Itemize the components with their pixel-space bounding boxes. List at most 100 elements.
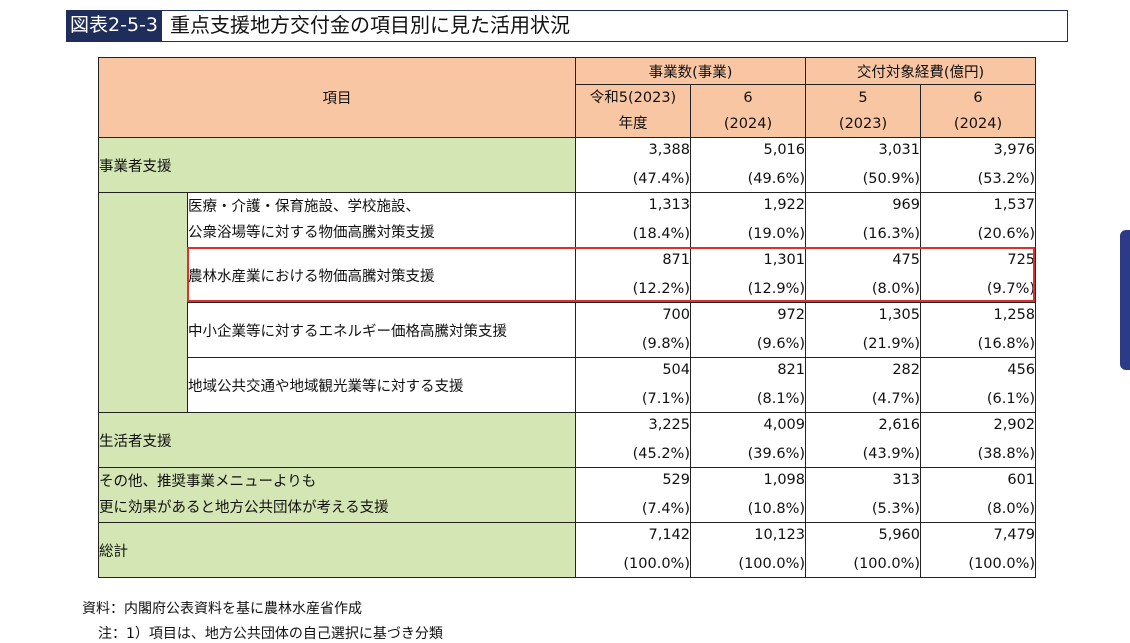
cell-share: (50.9%): [862, 171, 921, 187]
data-table: 項目 事業数(事業) 交付対象経費(億円) 令和5(2023) 年度 6 (2024…: [98, 57, 1037, 578]
cell: 456 (6.1%): [920, 357, 1037, 413]
cell-share: (12.2%): [632, 281, 690, 297]
cell: 5,960 (100.0%): [805, 522, 922, 578]
cell-value: 700: [662, 307, 690, 323]
header-col-4-line2: (2024): [953, 116, 1003, 132]
header-col-1: 令和5(2023) 年度: [575, 84, 691, 138]
cell-value: 1,301: [763, 252, 806, 268]
cell: 1,301 (12.9%): [689, 247, 807, 303]
cell-value: 10,123: [754, 527, 806, 543]
cell: 7,479 (100.0%): [920, 522, 1037, 578]
cell-value: 7,142: [648, 527, 690, 543]
cell-share: (12.9%): [747, 281, 806, 297]
cell-share: (7.1%): [641, 391, 690, 407]
cell: 3,976 (53.2%): [920, 137, 1037, 193]
indent-spacer: [98, 192, 188, 413]
cell-share: (9.8%): [641, 336, 690, 352]
cell-share: (53.2%): [977, 171, 1036, 187]
cell-share: (47.4%): [632, 171, 690, 187]
cell-share: (20.6%): [977, 226, 1036, 242]
cell-share: (8.0%): [871, 281, 921, 297]
footnote-1: 注：1）項目は、地方公共団体の自己選択に基づき分類: [98, 626, 443, 642]
header-col-1-line2: 年度: [618, 116, 648, 132]
cell-share: (4.7%): [871, 391, 921, 407]
header-col-3-line2: (2023): [838, 116, 888, 132]
row-label-text: 更に効果があると地方公共団体が考える支援: [99, 500, 389, 516]
cell-share: (39.6%): [747, 446, 806, 462]
cell: 1,098 (10.8%): [689, 467, 807, 523]
cell-share: (45.2%): [632, 446, 690, 462]
cell: 10,123 (100.0%): [689, 522, 807, 578]
cell-share: (5.3%): [871, 501, 921, 517]
row-label: 生活者支援: [98, 412, 576, 468]
cell: 3,031 (50.9%): [805, 137, 922, 193]
table-row: 中小企業等に対するエネルギー価格高騰対策支援 700 (9.8%) 972 (9.6…: [99, 302, 1037, 358]
cell-value: 282: [892, 362, 921, 378]
cell-value: 3,031: [878, 142, 921, 158]
cell-share: (8.1%): [756, 391, 806, 407]
row-label: 地域公共交通や地域観光業等に対する支援: [187, 357, 576, 413]
cell: 1,537 (20.6%): [920, 192, 1037, 248]
cell: 529 (7.4%): [575, 467, 691, 523]
cell: 504 (7.1%): [575, 357, 691, 413]
cell-value: 504: [662, 362, 690, 378]
cell-value: 1,313: [648, 197, 690, 213]
cell-share: (21.9%): [862, 336, 921, 352]
cell-value: 4,009: [763, 417, 806, 433]
cell-share: (100.0%): [853, 556, 921, 572]
header-col-4: 6 (2024): [920, 84, 1037, 138]
cell-share: (7.4%): [641, 501, 690, 517]
table-row: 生活者支援 3,225 (45.2%) 4,009 (39.6%) 2,616 (43…: [98, 412, 1037, 468]
table-row: その他、推奨事業メニューよりも 更に効果があると地方公共団体が考える支援 529 (…: [98, 467, 1037, 523]
cell-share: (8.0%): [986, 501, 1036, 517]
cell-share: (16.3%): [862, 226, 921, 242]
row-label-text: 中小企業等に対するエネルギー価格高騰対策支援: [188, 323, 507, 340]
cell-share: (18.4%): [632, 226, 690, 242]
cell: 7,142 (100.0%): [575, 522, 691, 578]
cell-share: (9.7%): [986, 281, 1036, 297]
header-col-1-line1: 令和5(2023): [589, 90, 677, 106]
cell-value: 1,537: [993, 197, 1036, 213]
cell: 1,313 (18.4%): [575, 192, 691, 248]
cell-share: (9.6%): [756, 336, 806, 352]
cell-value: 821: [777, 362, 806, 378]
header-item: 項目: [98, 57, 576, 138]
header-row-years: 令和5(2023) 年度 6 (2024) 5 (2023) 6 (2024): [99, 84, 1037, 138]
cell: 4,009 (39.6%): [689, 412, 807, 468]
row-label-text: 総計: [99, 543, 128, 560]
row-label-text: 生活者支援: [99, 433, 172, 450]
side-scroll-tab[interactable]: [1120, 230, 1130, 370]
row-label-text: 事業者支援: [99, 158, 172, 175]
row-label: その他、推奨事業メニューよりも 更に効果があると地方公共団体が考える支援: [98, 467, 576, 523]
cell-value: 969: [892, 197, 921, 213]
cell: 2,616 (43.9%): [805, 412, 922, 468]
cell-value: 871: [662, 252, 690, 268]
cell-share: (100.0%): [968, 556, 1036, 572]
cell: 2,902 (38.8%): [920, 412, 1037, 468]
table-row-highlighted: 農林水産業における物価高騰対策支援 871 (12.2%) 1,301 (12.9%…: [99, 247, 1037, 303]
header-row-groups: 項目 事業数(事業) 交付対象経費(億円): [98, 57, 1037, 138]
cell-value: 7,479: [993, 527, 1036, 543]
cell: 725 (9.7%): [920, 247, 1037, 303]
cell-share: (19.0%): [747, 226, 806, 242]
cell-value: 1,305: [878, 307, 921, 323]
cell: 1,305 (21.9%): [805, 302, 922, 358]
header-expenses: 交付対象経費(億円): [805, 57, 1037, 85]
cell: 700 (9.8%): [575, 302, 691, 358]
cell: 3,388 (47.4%): [575, 137, 691, 193]
cell-value: 529: [662, 472, 690, 488]
cell-value: 1,258: [993, 307, 1036, 323]
table-row: 地域公共交通や地域観光業等に対する支援 504 (7.1%) 821 (8.1%) …: [99, 357, 1037, 413]
cell: 475 (8.0%): [805, 247, 922, 303]
header-col-2: 6 (2024): [689, 84, 807, 138]
cell-value: 456: [1007, 362, 1036, 378]
cell: 313 (5.3%): [805, 467, 922, 523]
cell-share: (6.1%): [986, 391, 1036, 407]
cell: 972 (9.6%): [689, 302, 807, 358]
row-label: 農林水産業における物価高騰対策支援: [187, 247, 576, 303]
cell-value: 5,016: [763, 142, 806, 158]
cell-share: (10.8%): [747, 501, 806, 517]
cell: 282 (4.7%): [805, 357, 922, 413]
table-row-total: 総計 7,142 (100.0%) 10,123 (100.0%) 5,960 (10…: [98, 522, 1037, 578]
cell: 969 (16.3%): [805, 192, 922, 248]
